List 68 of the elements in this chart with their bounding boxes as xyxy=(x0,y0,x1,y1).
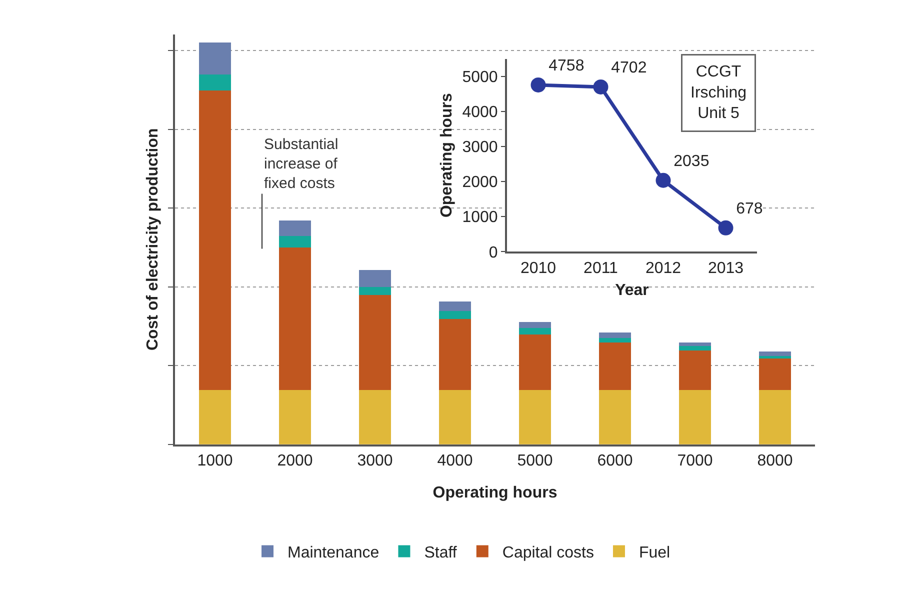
annotation: CCGT Irsching Unit 5 xyxy=(690,64,747,122)
bar xyxy=(759,356,791,358)
annotation: Substantial increase of fixed costs xyxy=(264,136,338,192)
point xyxy=(656,172,671,188)
bar xyxy=(519,328,551,335)
y-axis-title: Cost of electricity production xyxy=(144,128,162,350)
x-axis-title: Operating hours xyxy=(432,484,558,502)
x-tick-label: 2013 xyxy=(708,260,744,277)
bar xyxy=(759,358,791,390)
bar xyxy=(679,390,711,444)
x-tick-label: 2010 xyxy=(520,260,556,277)
y-axis-title: Operating hours xyxy=(438,92,456,218)
x-tick-label: 1000 xyxy=(197,452,233,470)
y-tick-label: 5000 xyxy=(462,69,498,86)
bar xyxy=(279,390,311,444)
x-tick-label: 8000 xyxy=(757,452,793,470)
bar xyxy=(439,390,471,444)
bar xyxy=(359,294,391,390)
data-label: 4758 xyxy=(548,58,584,75)
bar xyxy=(439,310,471,319)
bar xyxy=(679,350,711,390)
x-axis-title: Year xyxy=(615,282,649,300)
legend-label: Fuel xyxy=(638,544,670,562)
x-tick-label: 3000 xyxy=(357,452,393,470)
bar xyxy=(199,42,231,75)
legend-label: Maintenance xyxy=(288,544,380,562)
bar xyxy=(599,332,631,338)
bar xyxy=(599,342,631,390)
bar xyxy=(199,90,231,390)
bar xyxy=(359,390,391,444)
y-tick-label: 4000 xyxy=(462,104,498,122)
y-tick-label: 3000 xyxy=(462,139,498,156)
bar xyxy=(679,342,711,346)
x-tick-label: 4000 xyxy=(437,452,473,470)
x-tick-label: 2011 xyxy=(584,260,618,277)
bar xyxy=(279,236,311,248)
legend-label: Staff xyxy=(424,544,458,562)
y-tick-label: 2000 xyxy=(462,174,498,192)
bar xyxy=(279,247,311,390)
bar xyxy=(359,270,391,287)
x-tick-label: 2000 xyxy=(277,452,313,470)
x-tick-label: 5000 xyxy=(517,452,553,470)
point xyxy=(530,77,546,92)
bar xyxy=(759,351,791,356)
bar xyxy=(439,302,471,311)
legend-label: Capital costs xyxy=(502,544,594,562)
bar xyxy=(599,338,631,343)
bar xyxy=(199,390,231,444)
bar xyxy=(359,286,391,295)
data-label: 4702 xyxy=(611,60,647,77)
bar xyxy=(519,322,551,328)
point xyxy=(593,79,608,94)
y-tick-label: 0 xyxy=(488,244,498,262)
x-tick-label: 2012 xyxy=(645,260,682,277)
point xyxy=(718,220,734,236)
x-tick-label: 6000 xyxy=(597,452,633,470)
data-label: 678 xyxy=(736,200,763,218)
bar xyxy=(679,346,711,350)
y-tick-label: 1000 xyxy=(462,209,498,226)
bar xyxy=(599,390,631,444)
bar xyxy=(199,74,231,90)
bar xyxy=(519,390,551,444)
bar xyxy=(279,220,311,236)
bar xyxy=(519,334,551,390)
bar xyxy=(439,318,471,390)
data-label: 2035 xyxy=(674,153,710,170)
bar xyxy=(759,390,791,444)
x-tick-label: 7000 xyxy=(677,452,713,470)
